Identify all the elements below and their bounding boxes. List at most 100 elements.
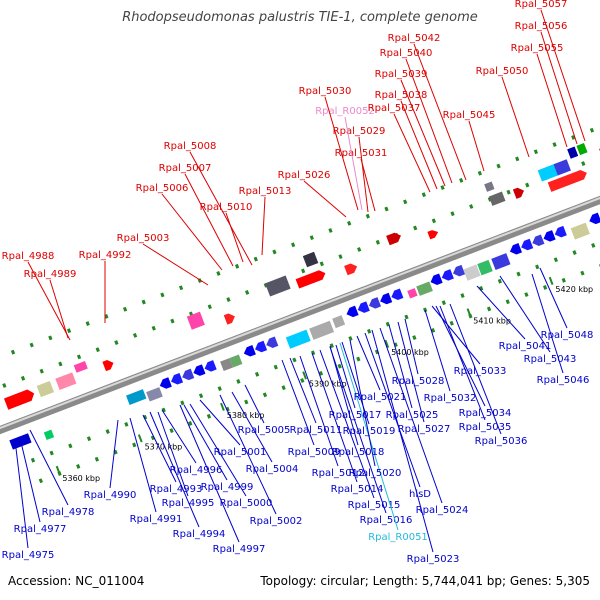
- reverse-feature-block: [463, 264, 481, 281]
- reverse-gene-label: Rpal_5043: [524, 354, 577, 365]
- reverse-gene-label: Rpal_5009: [288, 447, 341, 458]
- reverse-gene-label-leader: [142, 414, 177, 483]
- track-tick: [328, 228, 333, 233]
- reverse-gene-label: Rpal_4996: [170, 465, 223, 476]
- track-tick: [2, 383, 7, 388]
- forward-gene-label: Rpal_5055: [511, 43, 564, 54]
- track-tick: [216, 271, 221, 276]
- forward-gene-label: Rpal_5056: [515, 21, 568, 32]
- forward-gene-label-leader: [358, 136, 369, 213]
- track-tick: [124, 421, 129, 427]
- forward-gene-label: Rpal_5013: [239, 186, 292, 197]
- reverse-gene-label-leader: [149, 411, 200, 528]
- reverse-gene-label-leader: [388, 324, 413, 409]
- topology-text: Topology: circular; Length: 5,744,041 bp…: [260, 574, 590, 588]
- forward-gene-label-leader: [400, 100, 438, 190]
- forward-gene-label: Rpal_5003: [117, 233, 170, 244]
- track-tick: [561, 277, 566, 283]
- kbp-tick: [220, 402, 225, 411]
- kbp-scale-label: 5360 kbp: [62, 474, 100, 483]
- reverse-gene-label: Rpal_5001: [214, 447, 267, 458]
- forward-gene-label-leader: [161, 193, 223, 271]
- forward-gene-label-leader: [142, 243, 209, 286]
- track-tick: [122, 306, 128, 312]
- forward-gene-label: Rpal_4992: [79, 250, 132, 261]
- reverse-gene-label-leader: [199, 399, 241, 446]
- track-tick: [460, 293, 465, 298]
- track-tick: [254, 371, 260, 377]
- reverse-gene-label-leader: [341, 341, 370, 425]
- track-tick: [114, 340, 119, 345]
- reverse-feature-block: [220, 358, 234, 372]
- reverse-gene-arrow: [452, 264, 466, 277]
- track-tick: [76, 354, 82, 360]
- track-tick: [431, 218, 436, 224]
- forward-gene-label-leader: [400, 79, 446, 187]
- forward-gene-label-leader: [540, 31, 578, 145]
- forward-gene-label-leader: [49, 279, 69, 339]
- track-tick: [412, 335, 417, 340]
- reverse-gene-label: Rpal_5048: [541, 330, 594, 341]
- forward-gene-label-leader: [540, 9, 586, 142]
- reverse-gene-label: Rpal_5034: [459, 408, 512, 419]
- track-tick: [477, 170, 482, 176]
- reverse-gene-label: Rpal_R0051: [368, 532, 428, 543]
- track-tick: [535, 264, 540, 270]
- kbp-scale-label: 5400 kbp: [391, 348, 429, 357]
- reverse-gene-label-leader: [379, 327, 443, 504]
- track-tick: [234, 263, 240, 269]
- reverse-gene-arrow: [430, 273, 443, 285]
- reverse-gene-label-leader: [281, 359, 315, 446]
- forward-gene-arrow: [512, 187, 525, 199]
- forward-gene-arrow: [3, 389, 35, 410]
- reverse-gene-label-leader: [179, 404, 240, 543]
- track-tick: [292, 357, 297, 363]
- track-tick: [94, 456, 100, 462]
- reverse-gene-label: Rpal_5033: [454, 366, 507, 377]
- forward-feature-block: [302, 251, 319, 268]
- forward-gene-label: Rpal_5006: [136, 183, 189, 194]
- forward-gene-arrow: [102, 360, 114, 372]
- forward-gene-arrow: [344, 263, 358, 276]
- reverse-gene-label: Rpal_5023: [407, 554, 460, 565]
- reverse-feature-block: [285, 329, 311, 349]
- reverse-gene-label-leader: [129, 417, 157, 513]
- forward-gene-label-leader: [184, 173, 234, 267]
- reverse-gene-label-leader: [349, 339, 376, 467]
- forward-gene-label: Rpal_5042: [388, 33, 441, 44]
- reverse-gene-label: Rpal_5005: [238, 425, 291, 436]
- track-tick: [533, 149, 539, 155]
- track-tick: [226, 297, 231, 302]
- reverse-feature-block: [43, 429, 55, 440]
- track-tick: [151, 325, 156, 331]
- reverse-gene-label-leader: [404, 318, 419, 375]
- kbp-tick: [466, 308, 472, 317]
- reverse-gene-arrow: [521, 238, 534, 251]
- reverse-gene-arrow: [357, 301, 370, 313]
- forward-feature-block: [55, 372, 77, 391]
- reverse-feature-block: [570, 222, 590, 240]
- track-tick: [217, 386, 222, 392]
- track-tick: [132, 332, 138, 338]
- forward-gene-label-leader: [413, 43, 467, 181]
- forward-gene-label: Rpal_5026: [278, 170, 331, 181]
- forward-gene-label-leader: [27, 261, 71, 341]
- reverse-gene-label-leader: [14, 439, 29, 549]
- track-tick: [253, 256, 258, 262]
- reverse-gene-label-leader: [244, 384, 265, 424]
- track-tick: [356, 356, 361, 362]
- track-tick: [469, 204, 474, 209]
- track-tick: [384, 206, 389, 212]
- reverse-gene-label: Rpal_4977: [14, 524, 67, 535]
- track-tick: [348, 336, 353, 341]
- reverse-gene-label: Rpal_5014: [331, 484, 384, 495]
- reverse-gene-label: Rpal_5021: [354, 392, 407, 403]
- track-tick: [572, 250, 577, 255]
- track-tick: [39, 368, 44, 374]
- track-tick: [497, 278, 502, 284]
- reverse-gene-arrow: [193, 364, 206, 376]
- track-tick: [580, 270, 585, 276]
- reverse-feature-block: [332, 315, 346, 329]
- reverse-gene-arrow: [243, 345, 256, 357]
- reverse-gene-label: Rpal_5024: [416, 505, 469, 516]
